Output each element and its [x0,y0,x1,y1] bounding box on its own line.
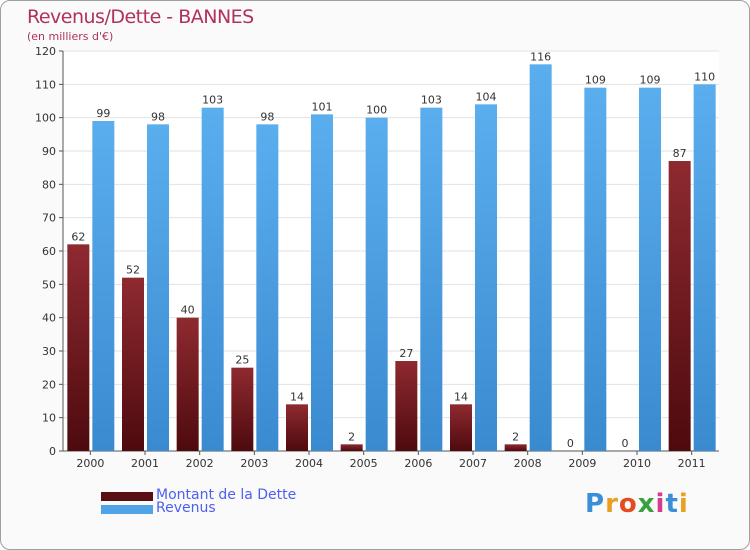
logo-letter: r [605,489,619,519]
y-tick-label: 90 [42,145,56,158]
legend-swatch-revenus [101,505,153,514]
chart-title: Revenus/Dette - BANNES [27,6,254,28]
data-label-dette: 0 [567,437,574,450]
data-label-dette: 2 [348,430,355,443]
x-tick-label: 2007 [459,457,487,470]
y-tick-label: 100 [35,112,56,125]
x-tick-label: 2005 [350,457,378,470]
y-tick-label: 120 [35,45,56,58]
data-label-dette: 2 [512,430,519,443]
data-label-revenus: 101 [312,100,333,113]
data-label-revenus: 109 [640,74,661,87]
x-tick-label: 2009 [568,457,596,470]
bar-dette [122,277,144,451]
logo-letter: P [585,489,606,519]
data-label-revenus: 98 [260,110,274,123]
data-label-dette: 27 [399,347,413,360]
data-label-dette: 14 [290,390,304,403]
bar-dette [231,367,254,451]
bar-revenus [311,114,333,451]
data-label-revenus: 104 [476,90,497,103]
x-tick-label: 2008 [514,457,542,470]
bar-dette [176,317,199,451]
x-tick-label: 2004 [295,457,323,470]
bar-revenus [529,64,552,452]
bar-revenus [420,107,443,452]
data-label-dette: 87 [673,147,687,160]
y-tick-label: 10 [42,412,56,425]
data-label-revenus: 103 [421,94,442,107]
logo-letter: o [618,489,638,519]
bar-revenus [639,87,661,452]
bar-dette [286,404,308,451]
data-label-revenus: 109 [585,74,606,87]
x-tick-label: 2000 [76,457,104,470]
y-tick-label: 110 [35,78,56,91]
x-tick-label: 2011 [678,457,706,470]
data-label-revenus: 116 [530,50,551,63]
legend-label-revenus: Revenus [156,500,216,516]
y-tick-label: 30 [42,345,56,358]
bar-revenus [365,117,388,452]
bar-revenus [584,87,607,452]
data-label-dette: 25 [235,354,249,367]
proxiti-logo: Proxiti [585,489,689,519]
bar-dette [450,404,472,451]
x-tick-label: 2010 [623,457,651,470]
data-label-revenus: 99 [96,107,110,120]
x-tick-label: 2001 [131,457,159,470]
bar-revenus [475,104,497,451]
data-label-revenus: 100 [366,104,387,117]
bar-revenus [201,107,224,452]
y-tick-label: 20 [42,378,56,391]
y-tick-label: 80 [42,178,56,191]
y-tick-label: 60 [42,245,56,258]
chart-subtitle: (en milliers d'€) [27,30,114,43]
x-tick-label: 2003 [240,457,268,470]
data-label-dette: 62 [71,230,85,243]
data-label-revenus: 98 [151,110,165,123]
legend-swatch-dette [101,492,153,501]
bar-dette [395,361,418,451]
y-tick-label: 50 [42,278,56,291]
data-label-dette: 40 [181,304,195,317]
bar-revenus [147,124,169,451]
x-tick-label: 2006 [404,457,432,470]
data-label-dette: 14 [454,390,468,403]
x-tick-label: 2002 [186,457,214,470]
logo-letter: i [655,489,666,519]
data-label-dette: 52 [126,264,140,277]
data-label-revenus: 103 [202,94,223,107]
logo-letter: x [637,489,656,519]
bar-revenus [92,121,115,451]
bar-dette [504,444,527,451]
y-tick-label: 40 [42,312,56,325]
bar-revenus [256,124,279,451]
bar-revenus [693,84,716,451]
data-label-revenus: 110 [694,70,715,83]
legend-label-dette: Montant de la Dette [156,487,297,503]
bar-dette [340,444,363,451]
bar-dette [668,161,691,451]
logo-letter: t [665,489,679,519]
bar-dette [67,244,90,451]
y-tick-label: 70 [42,212,56,225]
logo-letter: i [678,489,689,519]
y-tick-label: 0 [49,445,56,458]
data-label-dette: 0 [622,437,629,450]
